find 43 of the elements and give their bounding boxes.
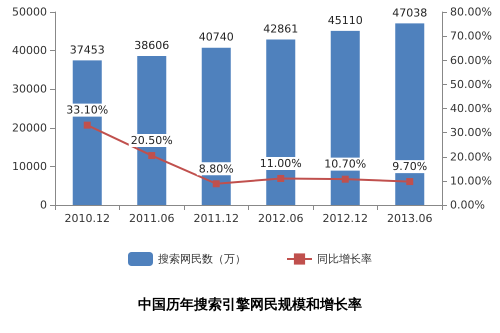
point [212, 180, 220, 188]
x-tick-label: 2011.06 [129, 212, 174, 225]
x-tick-label: 2011.12 [194, 212, 239, 225]
data-label: 47038 [392, 6, 428, 20]
y-tick-label: 0 [40, 198, 47, 212]
y-tick-label: 50000 [12, 6, 47, 18]
point [148, 152, 156, 160]
data-label: 10.70% [324, 158, 366, 171]
x-tick-label: 2010.12 [64, 212, 110, 225]
y-tick-label: 40000 [12, 44, 47, 58]
y2-tick-label: 40.00% [450, 102, 492, 115]
y-tick-label: 20000 [12, 121, 47, 134]
x-tick-label: 2012.06 [258, 212, 304, 225]
point [277, 174, 284, 182]
data-label: 37453 [70, 43, 105, 56]
point [406, 178, 414, 186]
y2-tick-label: 0.00% [450, 198, 485, 212]
y2-tick-label: 60.00% [450, 54, 492, 67]
y-tick-label: 30000 [12, 82, 47, 96]
legend-label: 搜索网民数（万） [158, 252, 246, 266]
data-label: 11.00% [260, 156, 302, 170]
x-tick-label: 2012.12 [322, 212, 368, 225]
text: 中国历年搜索引擎网民规模和增长率 [138, 296, 362, 313]
data-label: 9.70% [392, 160, 428, 174]
data-label: 20.50% [130, 134, 173, 148]
legend-label: 同比增长率 [317, 252, 372, 266]
data-label: 8.80% [198, 162, 234, 176]
y-tick-label: 10000 [12, 160, 47, 173]
bar [395, 23, 424, 205]
point [84, 122, 91, 129]
data-label: 38606 [134, 38, 170, 52]
y2-tick-label: 50.00% [450, 78, 492, 91]
data-label: 33.10% [66, 104, 108, 117]
y2-tick-label: 20.00% [450, 150, 492, 164]
x-tick-label: 2013.06 [387, 212, 432, 225]
y2-tick-label: 10.00% [450, 174, 492, 188]
data-label: 45110 [328, 14, 363, 27]
data-label: 42861 [263, 22, 298, 36]
y2-tick-label: 70.00% [450, 30, 492, 43]
y2-tick-label: 30.00% [450, 126, 492, 140]
y2-tick-label: 80.00% [450, 6, 492, 18]
point [342, 176, 349, 183]
data-label: 40740 [198, 30, 234, 44]
